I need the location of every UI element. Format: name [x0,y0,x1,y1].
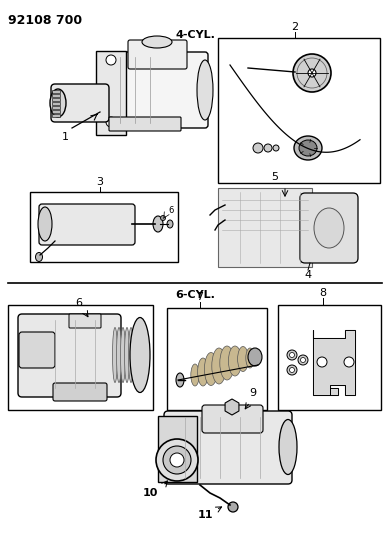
FancyBboxPatch shape [158,416,197,482]
Text: 3: 3 [96,177,103,187]
FancyBboxPatch shape [218,188,312,267]
Ellipse shape [106,55,116,65]
Ellipse shape [287,350,297,360]
Ellipse shape [212,348,226,384]
Ellipse shape [117,327,122,383]
Ellipse shape [308,69,316,77]
FancyBboxPatch shape [128,40,187,69]
Ellipse shape [167,220,173,228]
Text: 6: 6 [75,298,82,308]
FancyBboxPatch shape [300,193,358,263]
Bar [218,38,380,183]
Ellipse shape [191,364,199,386]
FancyBboxPatch shape [18,314,121,397]
Ellipse shape [229,346,241,376]
Ellipse shape [248,348,262,366]
Bar [52,110,60,113]
Ellipse shape [176,373,184,387]
Text: 6-CYL.: 6-CYL. [175,290,215,300]
Ellipse shape [287,365,297,375]
Ellipse shape [35,253,43,262]
Text: 11: 11 [197,510,213,520]
Ellipse shape [121,327,126,383]
FancyBboxPatch shape [164,411,292,484]
FancyBboxPatch shape [53,383,107,401]
Ellipse shape [317,357,327,367]
Ellipse shape [153,216,163,232]
Bar [52,106,60,109]
FancyBboxPatch shape [109,117,181,131]
FancyBboxPatch shape [202,405,263,433]
Ellipse shape [299,140,317,156]
Ellipse shape [161,215,165,221]
Text: 4-CYL.: 4-CYL. [175,30,215,40]
Polygon shape [313,330,355,395]
Ellipse shape [220,346,234,380]
Ellipse shape [133,327,138,383]
Ellipse shape [228,502,238,512]
Ellipse shape [314,208,344,248]
Ellipse shape [128,327,133,383]
Ellipse shape [197,60,213,120]
Ellipse shape [289,367,294,373]
Ellipse shape [264,144,272,152]
Ellipse shape [238,346,248,372]
Text: 9: 9 [250,388,257,398]
Text: 6: 6 [168,206,174,215]
Ellipse shape [294,136,322,160]
Ellipse shape [106,117,116,127]
Text: 92108 700: 92108 700 [8,14,82,27]
Bar [52,94,60,97]
Ellipse shape [38,207,52,241]
Bar [52,90,60,93]
Bar [8,305,153,410]
Bar [52,98,60,101]
FancyBboxPatch shape [96,51,126,135]
Ellipse shape [170,453,184,467]
Ellipse shape [156,439,198,481]
Ellipse shape [289,352,294,358]
Text: 7: 7 [197,292,204,302]
Ellipse shape [273,145,279,151]
Ellipse shape [293,54,331,92]
Bar [278,305,381,410]
Bar [52,114,60,117]
Text: 5: 5 [271,172,278,182]
Text: 1: 1 [62,132,69,142]
Text: 4: 4 [305,270,312,280]
Ellipse shape [124,327,129,383]
FancyBboxPatch shape [19,332,55,368]
FancyBboxPatch shape [69,314,101,328]
FancyBboxPatch shape [39,204,135,245]
Ellipse shape [198,358,208,386]
Text: 2: 2 [291,22,299,32]
Ellipse shape [142,36,172,48]
Ellipse shape [253,143,263,153]
Text: 10: 10 [143,488,158,498]
Ellipse shape [301,358,305,362]
Ellipse shape [279,419,297,474]
Bar [52,102,60,105]
Ellipse shape [163,446,191,474]
Ellipse shape [130,318,150,392]
Ellipse shape [204,352,218,385]
Text: 8: 8 [319,288,326,298]
FancyBboxPatch shape [102,52,208,128]
Ellipse shape [246,348,254,368]
Ellipse shape [112,327,117,383]
Ellipse shape [298,355,308,365]
Bar [30,192,178,262]
Ellipse shape [50,89,66,117]
Ellipse shape [344,357,354,367]
FancyBboxPatch shape [51,84,109,122]
Bar [167,308,267,410]
